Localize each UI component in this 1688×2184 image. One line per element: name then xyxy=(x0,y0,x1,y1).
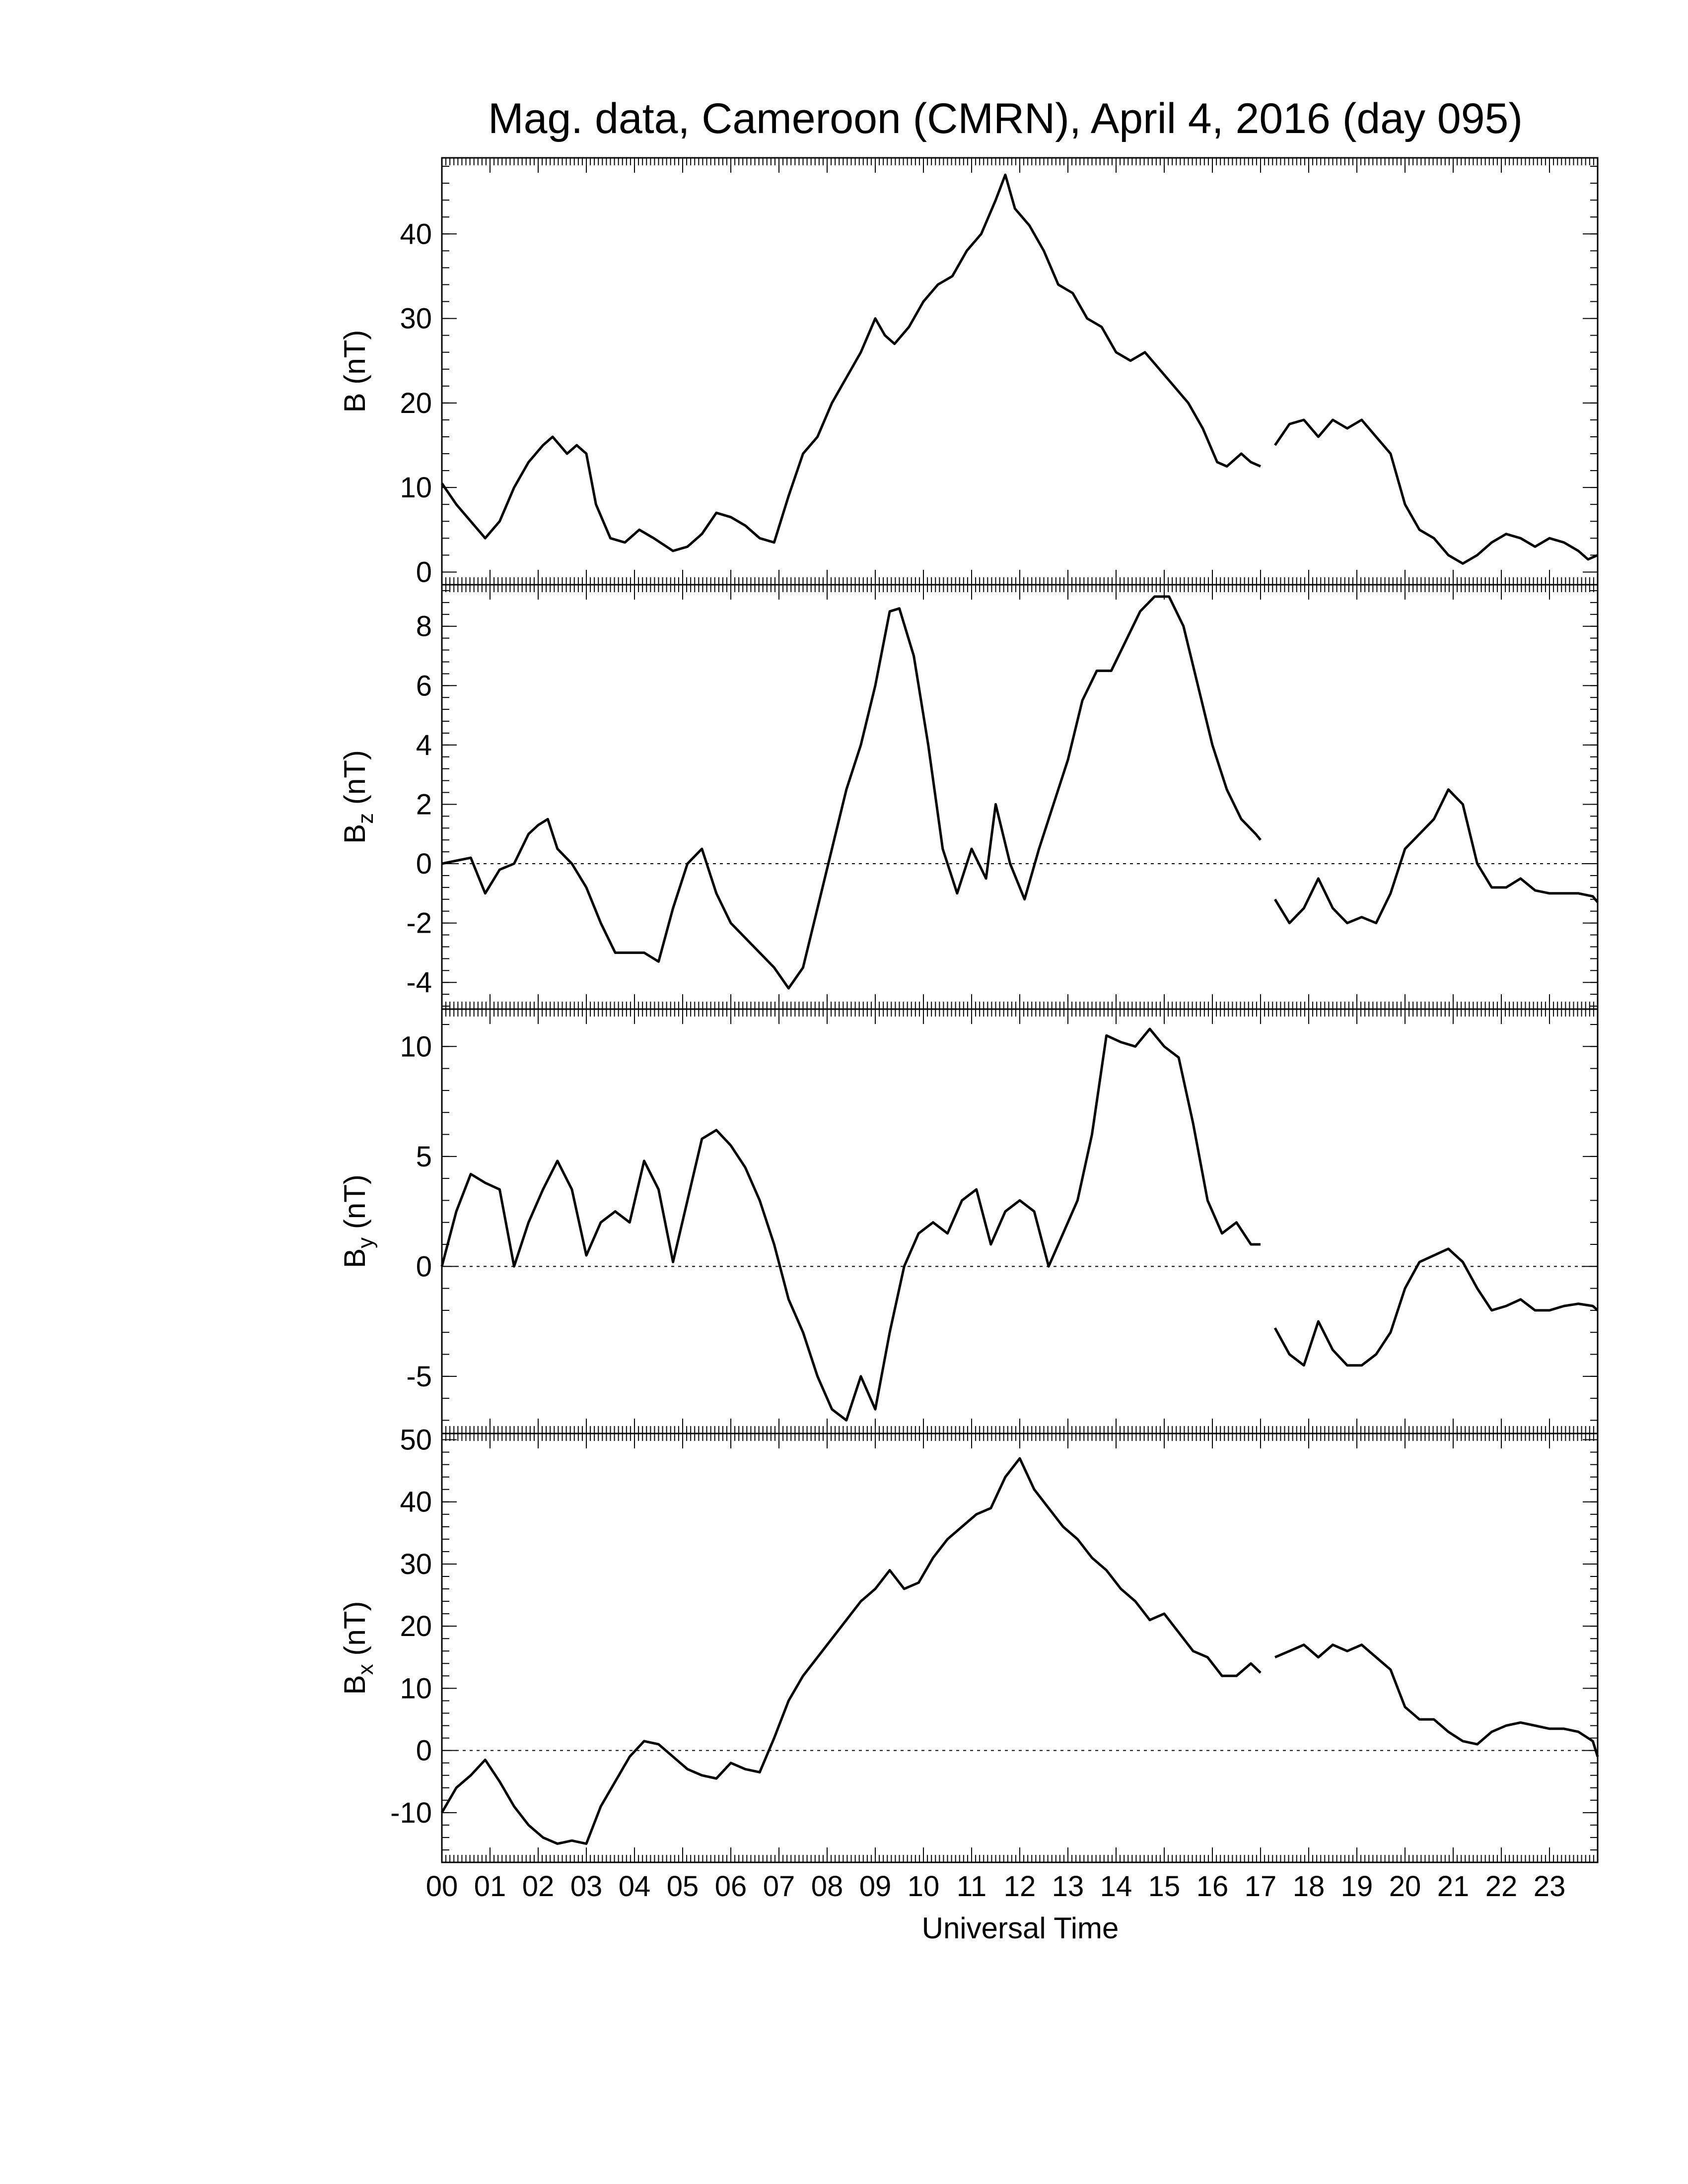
y-axis-label-b: B (nT) xyxy=(338,330,371,413)
x-tick-label: 14 xyxy=(1100,1870,1132,1903)
y-tick-label-bx: 30 xyxy=(400,1548,432,1580)
data-line-bx xyxy=(440,1457,1262,1845)
y-tick-label-by: -5 xyxy=(406,1361,432,1393)
x-tick-label: 22 xyxy=(1485,1870,1518,1903)
x-tick-label: 06 xyxy=(715,1870,747,1903)
y-tick-label-bx: 50 xyxy=(400,1424,432,1456)
data-line-bz xyxy=(441,595,1262,990)
y-tick-label-bx: 20 xyxy=(400,1610,432,1642)
panel-by: -5 0 5 10 By (nT) xyxy=(338,1008,1599,1434)
frame-by xyxy=(441,1008,1599,1434)
x-tick-label: 02 xyxy=(522,1870,555,1903)
x-tick-label: 08 xyxy=(811,1870,844,1903)
y-tick-label-by: 0 xyxy=(416,1250,432,1283)
data-line-bz xyxy=(1273,788,1599,925)
x-tick-label: 23 xyxy=(1534,1870,1566,1903)
y-tick-label-bx: 40 xyxy=(400,1486,432,1518)
data-line-b xyxy=(1274,418,1599,565)
y-tick-label-bz: 6 xyxy=(416,670,432,702)
y-tick-label-bz: 0 xyxy=(416,848,432,880)
y-tick-label-bx: -10 xyxy=(390,1797,432,1829)
x-tick-label: 07 xyxy=(763,1870,795,1903)
y-axis-label-bz: Bz (nT) xyxy=(338,750,378,844)
x-tick-label: 13 xyxy=(1052,1870,1084,1903)
panel-b: 0 10 20 30 40 B (nT) xyxy=(338,157,1599,588)
x-tick-label: 03 xyxy=(570,1870,603,1903)
y-tick-label-bx: 10 xyxy=(400,1672,432,1705)
y-tick-label-b: 30 xyxy=(400,303,432,335)
chart-panels: 0 10 20 30 40 B (nT) -4 -2 0 2 4 6 8 Bz (nT) -5 0 5 10 By … xyxy=(338,157,1599,1863)
figure-title: Mag. data, Cameroon (CMRN), April 4, 201… xyxy=(488,95,1523,142)
frame-bx xyxy=(441,1433,1599,1863)
x-tick-label: 16 xyxy=(1196,1870,1229,1903)
y-axis-label-by: By (nT) xyxy=(338,1174,378,1268)
x-tick-label: 17 xyxy=(1245,1870,1277,1903)
x-tick-label: 21 xyxy=(1437,1870,1470,1903)
y-axis-label-bx: Bx (nT) xyxy=(338,1601,378,1695)
x-tick-label: 09 xyxy=(859,1870,892,1903)
y-tick-label-b: 40 xyxy=(400,218,432,250)
y-tick-label-b: 10 xyxy=(400,472,432,504)
x-tick-label: 19 xyxy=(1341,1870,1373,1903)
y-tick-label-bz: -2 xyxy=(406,907,432,940)
data-line-by xyxy=(1273,1247,1599,1367)
panel-bx: -10 0 10 20 30 40 50 Bx (nT) xyxy=(338,1424,1599,1863)
x-axis-label: Universal Time xyxy=(922,1911,1119,1945)
x-tick-label: 12 xyxy=(1004,1870,1036,1903)
x-tick-label: 15 xyxy=(1148,1870,1181,1903)
x-tick-label: 00 xyxy=(426,1870,458,1903)
y-tick-label-by: 5 xyxy=(416,1141,432,1173)
panel-bz: -4 -2 0 2 4 6 8 Bz (nT) xyxy=(338,584,1599,1010)
data-line-bx xyxy=(1274,1643,1599,1757)
x-tick-labels: 00 01 02 03 04 05 06 07 08 09 10 11 12 13 14 15 16 17 18 19… xyxy=(426,1870,1566,1903)
y-tick-label-bz: 2 xyxy=(416,788,432,820)
y-tick-label-b: 20 xyxy=(400,387,432,419)
y-tick-label-bz: -4 xyxy=(406,966,432,999)
y-tick-label-bz: 4 xyxy=(416,729,432,761)
frame-b xyxy=(441,157,1599,586)
frame-bz xyxy=(441,584,1599,1010)
x-tick-label: 01 xyxy=(474,1870,506,1903)
data-line-by xyxy=(440,1027,1261,1422)
data-line-b xyxy=(440,173,1262,552)
y-tick-label-by: 10 xyxy=(400,1030,432,1063)
x-tick-label: 04 xyxy=(619,1870,651,1903)
y-tick-label-b: 0 xyxy=(416,556,432,588)
x-tick-label: 05 xyxy=(667,1870,699,1903)
y-tick-label-bx: 0 xyxy=(416,1735,432,1767)
x-tick-label: 20 xyxy=(1389,1870,1421,1903)
x-tick-label: 11 xyxy=(957,1870,986,1903)
y-tick-label-bz: 8 xyxy=(416,611,432,643)
x-tick-label: 10 xyxy=(908,1870,940,1903)
x-tick-label: 18 xyxy=(1293,1870,1325,1903)
